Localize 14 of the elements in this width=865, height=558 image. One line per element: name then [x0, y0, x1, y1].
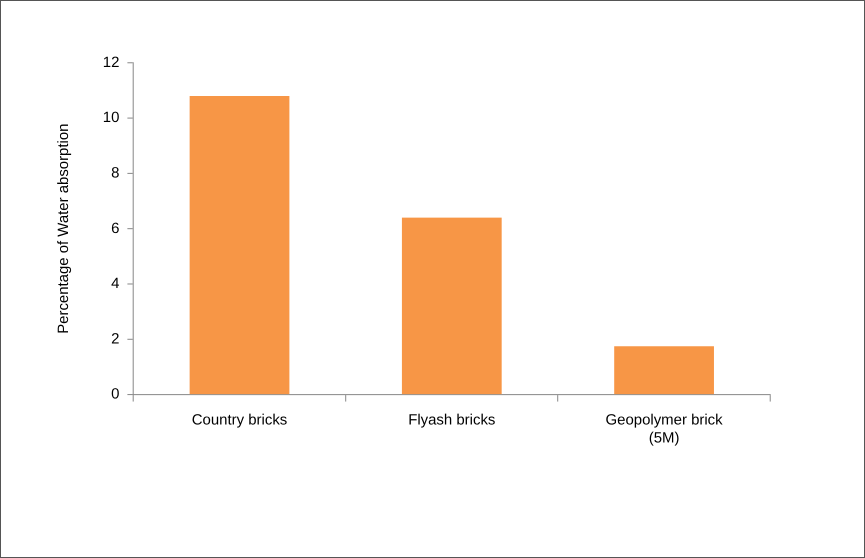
y-tick-label: 10	[102, 109, 120, 126]
bar	[190, 96, 290, 394]
x-tick-label: Flyash bricks	[408, 412, 496, 429]
y-tick-label: 2	[111, 330, 120, 348]
x-tick-label: Geopolymer brick (5M)	[606, 412, 724, 447]
y-tick-label: 4	[111, 275, 120, 292]
x-tick-label: Country bricks	[192, 412, 288, 429]
y-tick-label: 8	[111, 164, 120, 182]
bar	[614, 346, 714, 394]
y-tick-label: 6	[111, 220, 120, 237]
bar	[402, 218, 502, 394]
y-tick-label: 12	[102, 54, 120, 71]
y-axis-title: Percentage of Water absorption	[54, 124, 72, 334]
y-tick-label: 0	[111, 386, 120, 403]
